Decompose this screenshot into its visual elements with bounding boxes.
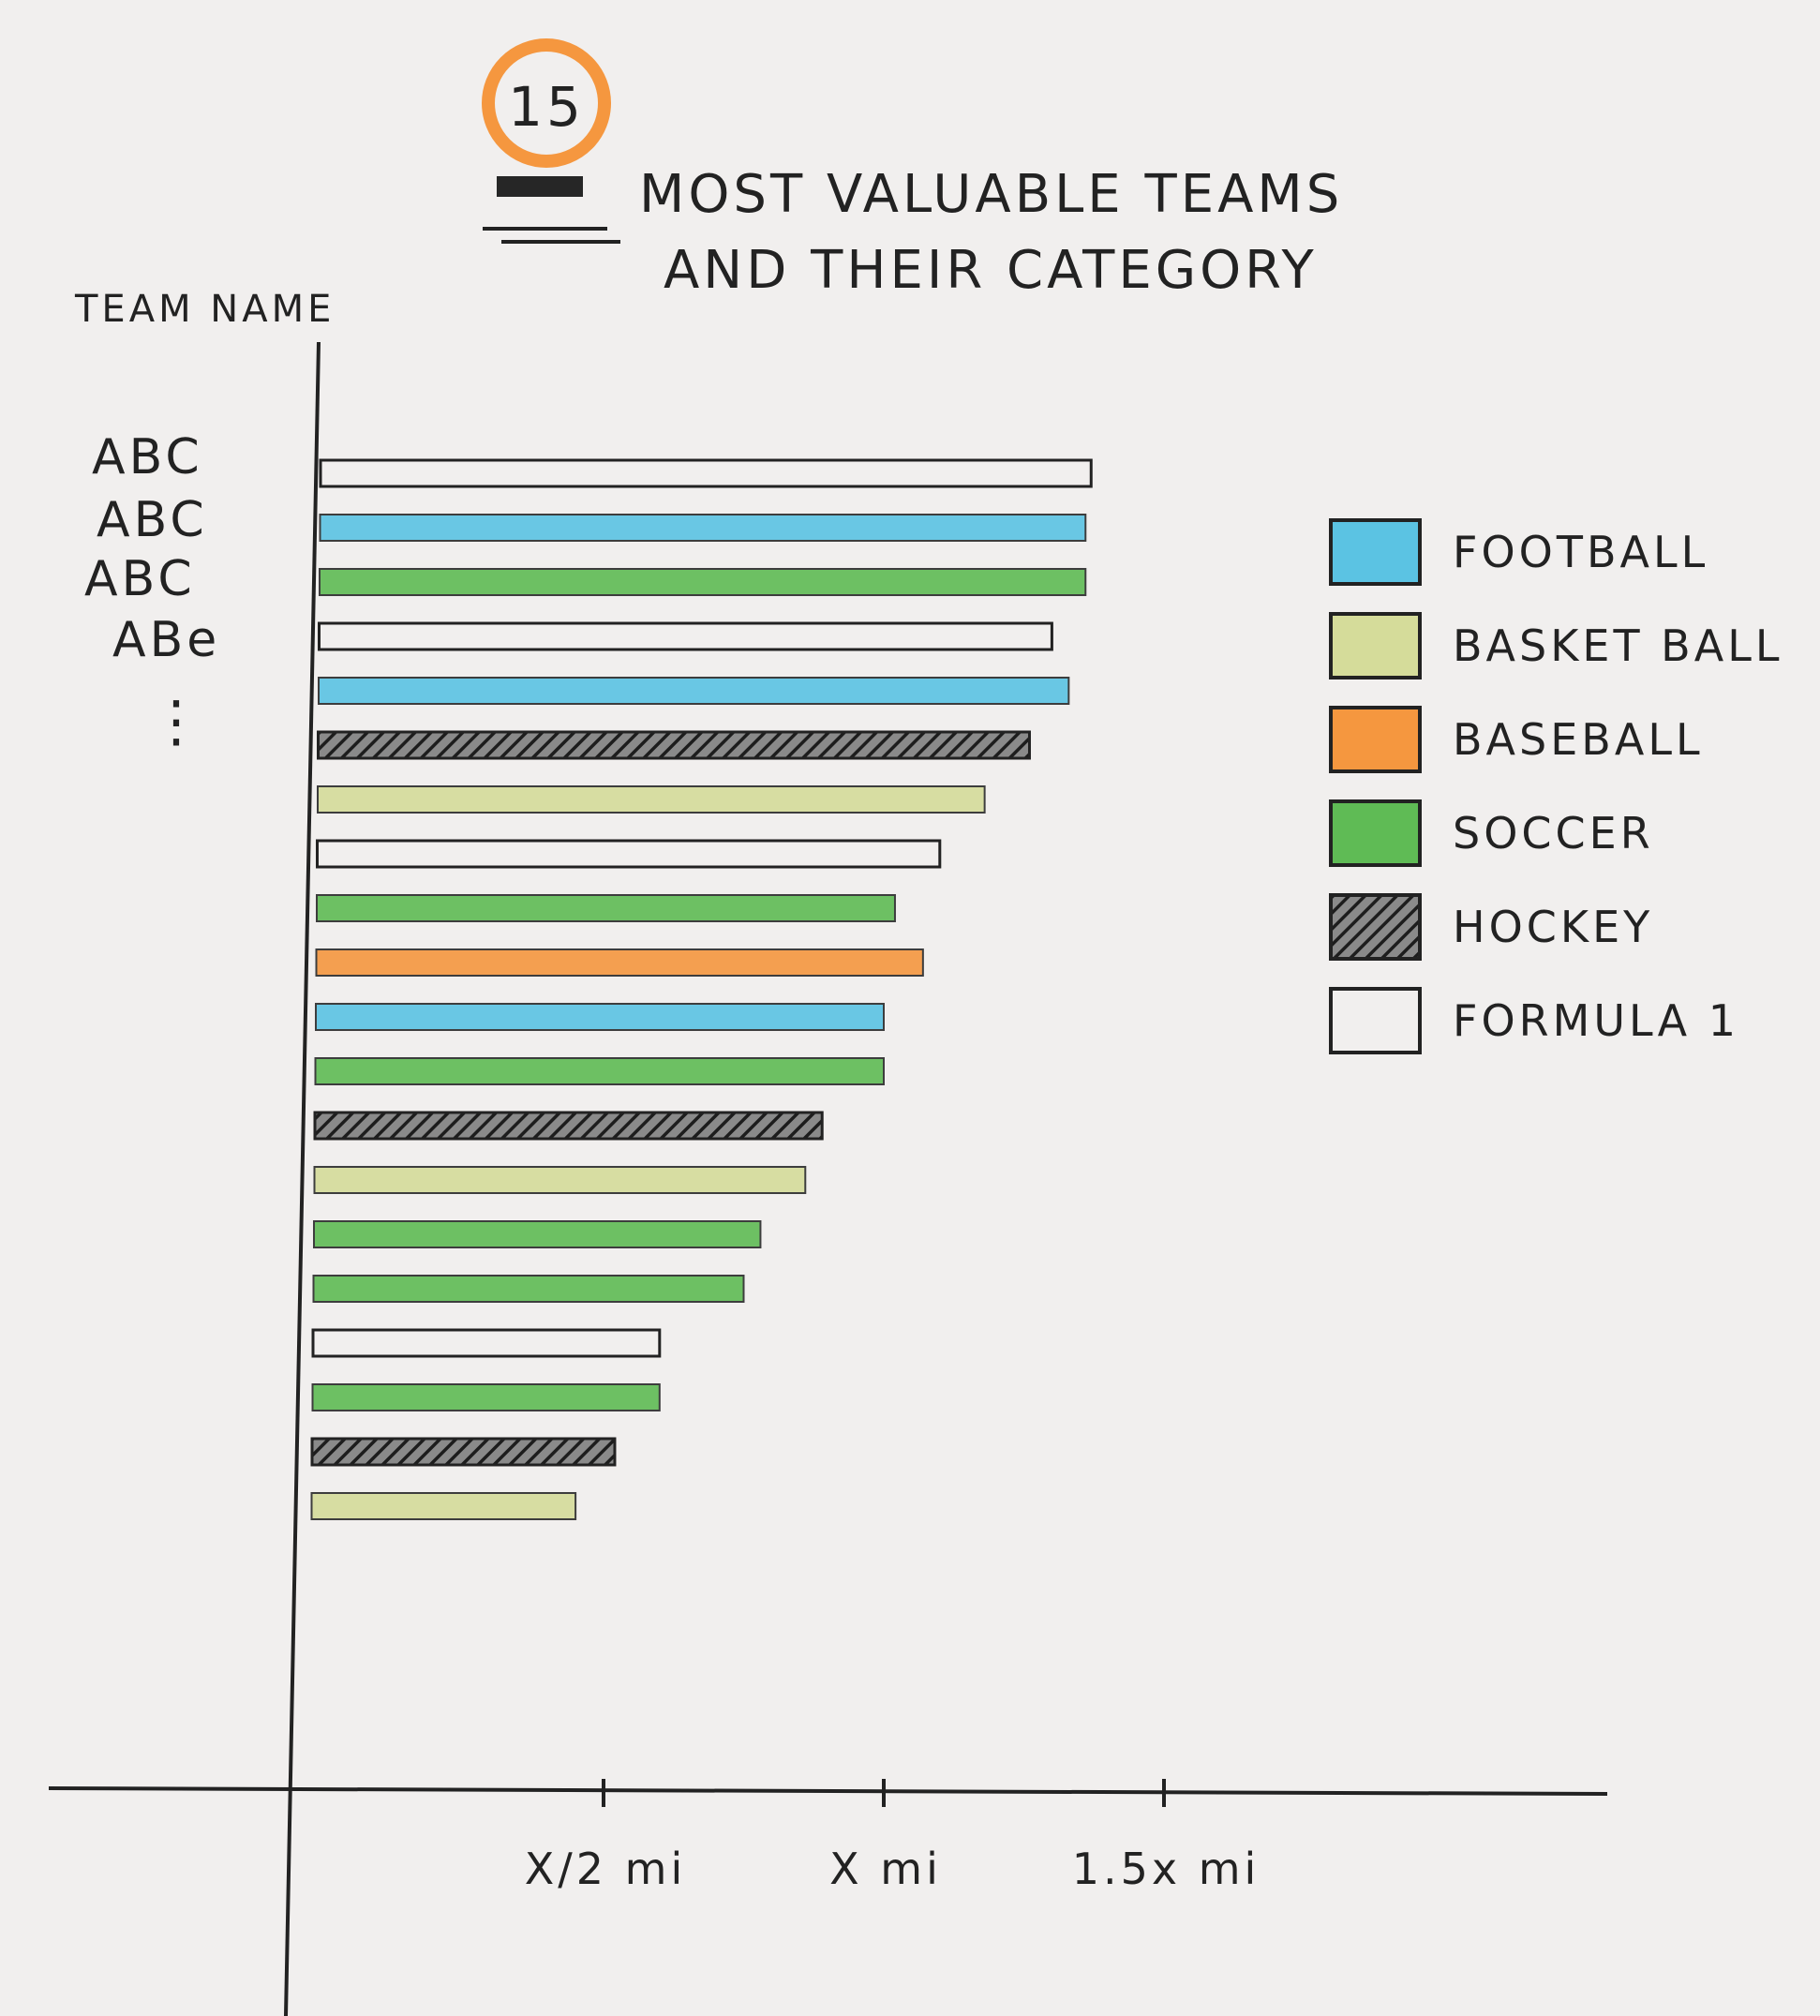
bar-formula1: [318, 621, 1053, 651]
bar-soccer: [313, 1220, 762, 1248]
bar-basketball: [313, 1166, 807, 1194]
legend-swatch-soccer: [1329, 799, 1422, 867]
bar-soccer: [319, 568, 1087, 596]
legend-label-basketball: BASKET BALL: [1453, 620, 1783, 671]
bars: [310, 458, 1093, 1520]
bar-hockey: [317, 730, 1031, 760]
chart-title-line-1: MOST VALUABLE TEAMS: [639, 164, 1343, 225]
y-axis-line: [284, 341, 321, 2016]
bar-soccer: [312, 1275, 745, 1303]
x-axis-line: [48, 1786, 1608, 1796]
team-label-ellipsis: ⋮: [148, 689, 208, 754]
bar-basketball: [310, 1492, 577, 1520]
x-ticks: X/2 mi X mi 1.5x mi: [525, 1779, 1261, 1894]
team-label: ABC: [92, 429, 203, 485]
bar-baseball: [315, 948, 924, 977]
team-label: ABC: [84, 551, 196, 607]
team-label: ABe: [112, 612, 220, 668]
legend-swatch-formula1: [1329, 987, 1422, 1054]
bar-soccer: [316, 894, 896, 922]
bar-formula1: [311, 1328, 662, 1358]
title-badge-number: 15: [508, 75, 585, 139]
bar-football: [319, 514, 1087, 542]
bar-football: [315, 1003, 885, 1031]
legend-label-baseball: BASEBALL: [1453, 714, 1704, 765]
x-tick-label: X mi: [829, 1844, 942, 1894]
legend-label-soccer: SOCCER: [1453, 808, 1654, 859]
legend-swatch-football: [1329, 518, 1422, 586]
x-tick-label: 1.5x mi: [1072, 1844, 1261, 1894]
chart-title-line-2: AND THEIR CATEGORY: [664, 240, 1318, 301]
bar-formula1: [319, 458, 1093, 488]
bar-hockey: [313, 1111, 824, 1141]
bar-soccer: [314, 1057, 885, 1085]
scribble-mark: [497, 176, 583, 197]
legend-label-hockey: HOCKEY: [1453, 902, 1653, 952]
bar-football: [318, 677, 1070, 705]
legend-label-formula1: FORMULA 1: [1453, 995, 1739, 1046]
bar-soccer: [311, 1383, 661, 1411]
legend-swatch-hockey: [1329, 893, 1422, 961]
title-badge-circle: [482, 38, 611, 168]
y-axis-label: TEAM NAME: [74, 288, 335, 331]
legend-label-football: FOOTBALL: [1453, 527, 1708, 577]
team-label: ABC: [97, 492, 208, 548]
bar-formula1: [316, 839, 942, 869]
bar-basketball: [317, 785, 986, 814]
bar-hockey: [310, 1437, 617, 1467]
legend-swatch-baseball: [1329, 706, 1422, 773]
legend-swatch-basketball: [1329, 612, 1422, 679]
x-tick-label: X/2 mi: [525, 1844, 687, 1894]
legend: FOOTBALL BASKET BALL BASEBALL SOCCER HOCKEY F…: [1329, 518, 1783, 1054]
